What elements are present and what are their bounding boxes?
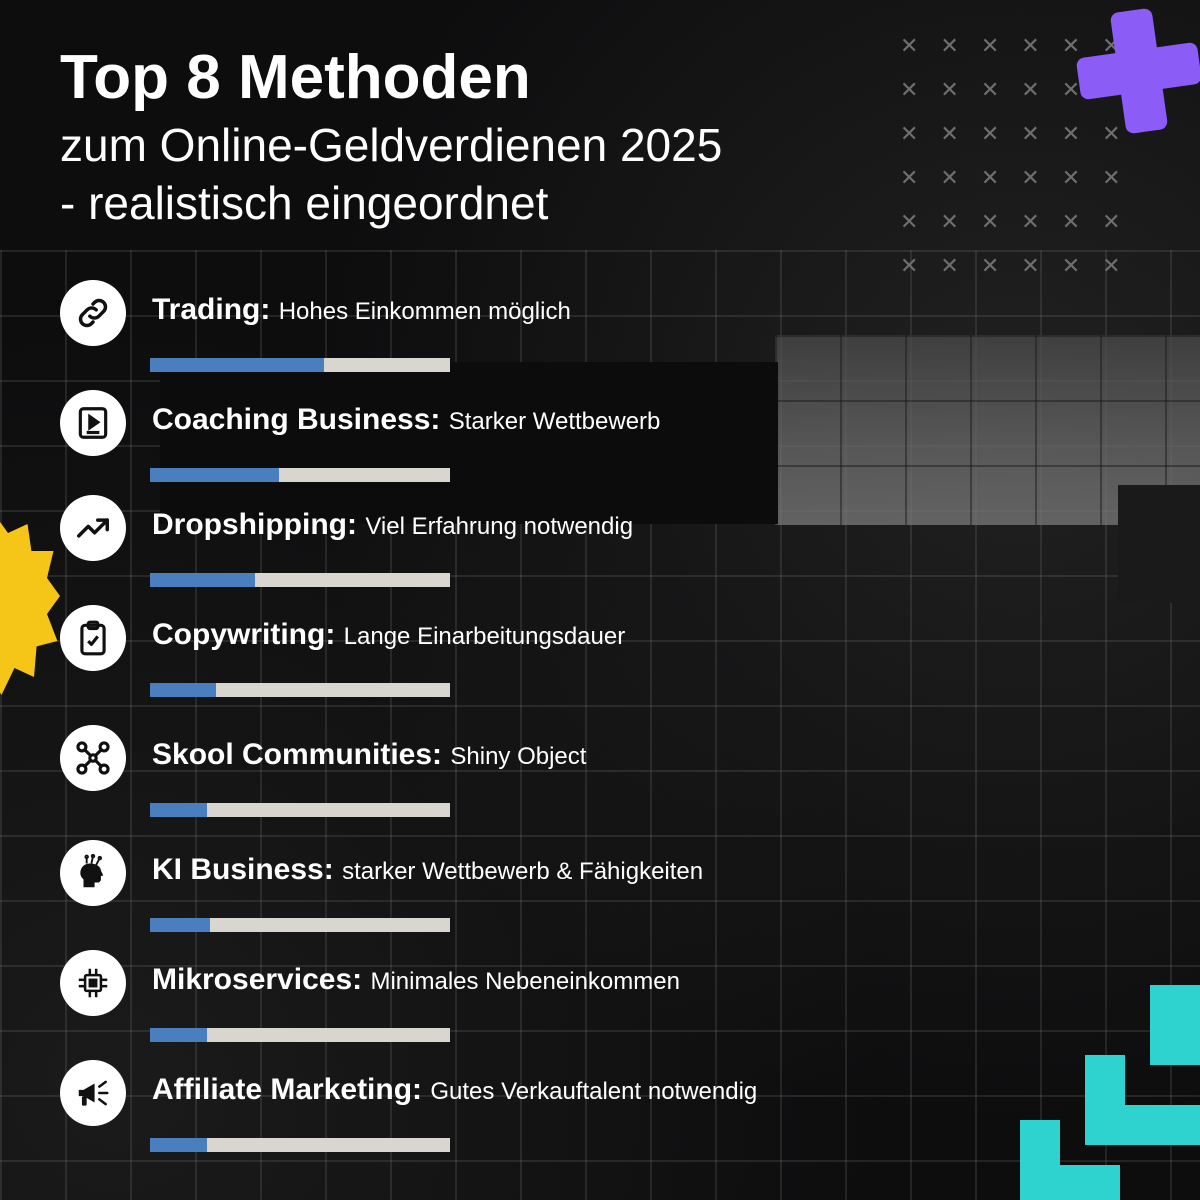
method-level-bar (150, 573, 450, 587)
video-play-icon (60, 390, 126, 456)
method-level-fill (150, 1138, 207, 1152)
method-name: Dropshipping: (152, 508, 357, 541)
method-item: Dropshipping: Viel Erfahrung notwendig (60, 495, 820, 595)
teal-corner-shape (1150, 985, 1200, 1065)
method-name: Coaching Business: (152, 403, 441, 436)
method-level-fill (150, 683, 216, 697)
method-item: Mikroservices: Minimales Nebeneinkommen (60, 950, 820, 1050)
method-label: Coaching Business: Starker Wettbewerb (152, 400, 660, 442)
method-level-bar (150, 468, 450, 482)
method-level-fill (150, 573, 255, 587)
method-item: Trading: Hohes Einkommen möglich (60, 280, 820, 380)
method-level-bar (150, 358, 450, 372)
method-description: Viel Erfahrung notwendig (365, 513, 634, 540)
method-label: Dropshipping: Viel Erfahrung notwendig (152, 505, 633, 547)
method-level-bar (150, 918, 450, 932)
method-level-fill (150, 918, 210, 932)
method-label: Trading: Hohes Einkommen möglich (152, 290, 571, 332)
method-label: Skool Communities: Shiny Object (152, 735, 586, 777)
method-item: Skool Communities: Shiny Object (60, 725, 820, 825)
method-name: Trading: (152, 293, 271, 326)
clipboard-check-icon (60, 605, 126, 671)
method-item: KI Business: starker Wettbewerb & Fähigk… (60, 840, 820, 940)
network-icon (60, 725, 126, 791)
method-level-fill (150, 468, 279, 482)
method-label: Affiliate Marketing: Gutes Verkauftalent… (152, 1070, 757, 1112)
method-name: KI Business: (152, 853, 334, 886)
method-description: starker Wettbewerb & Fähigkeiten (342, 858, 704, 885)
purple-plus-shape (1070, 2, 1200, 140)
page-title: Top 8 Methoden (60, 43, 531, 112)
decorative-dark-card (160, 362, 778, 524)
ai-head-icon (60, 840, 126, 906)
page-subtitle-line-2: - realistisch eingeordnet (60, 177, 549, 229)
method-name: Skool Communities: (152, 738, 443, 771)
method-name: Copywriting: (152, 618, 336, 651)
megaphone-icon (60, 1060, 126, 1126)
method-description: Gutes Verkauftalent notwendig (430, 1078, 758, 1105)
method-level-bar (150, 1138, 450, 1152)
header: Top 8 Methoden zum Online-Geldverdienen … (60, 40, 860, 232)
teal-corner-shape (1020, 1165, 1120, 1200)
decorative-dark-block (1118, 485, 1200, 603)
method-level-fill (150, 803, 207, 817)
method-label: Copywriting: Lange Einarbeitungsdauer (152, 615, 625, 657)
method-level-bar (150, 1028, 450, 1042)
method-level-fill (150, 1028, 207, 1042)
method-level-bar (150, 683, 450, 697)
method-item: Copywriting: Lange Einarbeitungsdauer (60, 605, 820, 705)
method-item: Affiliate Marketing: Gutes Verkauftalent… (60, 1060, 820, 1160)
link-icon (60, 280, 126, 346)
method-description: Minimales Nebeneinkommen (370, 968, 680, 995)
method-label: Mikroservices: Minimales Nebeneinkommen (152, 960, 680, 1002)
method-description: Lange Einarbeitungsdauer (343, 623, 626, 650)
method-level-fill (150, 358, 324, 372)
trending-up-icon (60, 495, 126, 561)
method-name: Affiliate Marketing: (152, 1073, 423, 1106)
method-description: Starker Wettbewerb (448, 408, 661, 435)
method-description: Hohes Einkommen möglich (278, 298, 571, 325)
teal-corner-shape (1085, 1105, 1200, 1145)
method-description: Shiny Object (450, 743, 587, 770)
method-level-bar (150, 803, 450, 817)
method-label: KI Business: starker Wettbewerb & Fähigk… (152, 850, 703, 892)
chip-icon (60, 950, 126, 1016)
method-name: Mikroservices: (152, 963, 363, 996)
page-subtitle-line-1: zum Online-Geldverdienen 2025 (60, 119, 723, 171)
method-item: Coaching Business: Starker Wettbewerb (60, 390, 820, 490)
